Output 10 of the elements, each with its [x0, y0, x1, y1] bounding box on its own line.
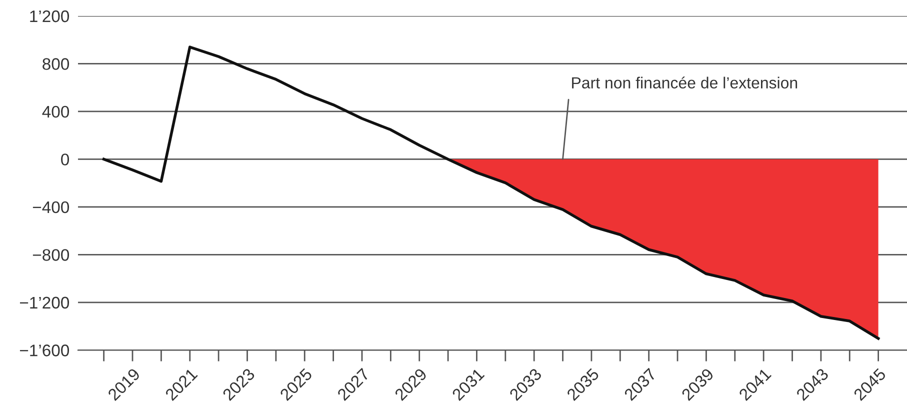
annotation: Part non financée de l’extension: [572, 76, 798, 88]
y-tick-label: −1’200: [20, 296, 70, 309]
line-series: [102, 46, 880, 340]
y-tick-label: 0: [61, 154, 70, 166]
y-tick-label: −1’600: [20, 344, 70, 356]
y-tick-label: −400: [32, 201, 70, 214]
y-tick-label: −800: [32, 249, 70, 261]
y-tick-label: 400: [42, 106, 70, 118]
y-tick-label: 1’200: [30, 10, 70, 22]
y-tick-label: 800: [42, 58, 70, 70]
